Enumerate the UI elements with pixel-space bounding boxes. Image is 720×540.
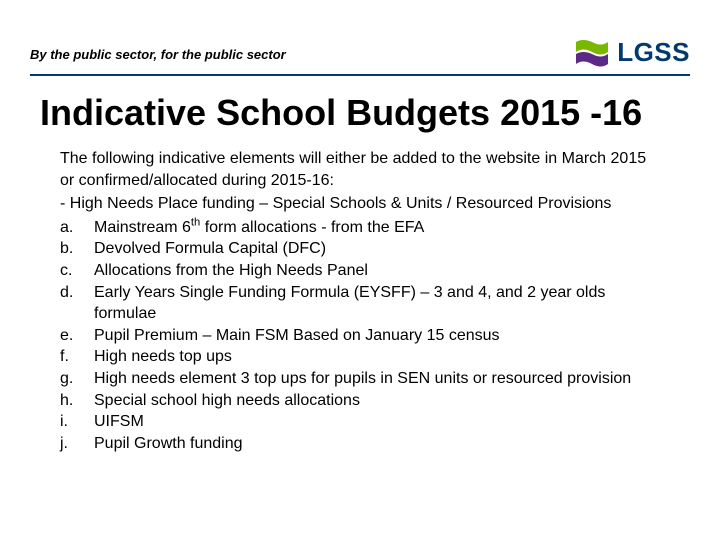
list-text: Pupil Growth funding [94,433,660,455]
list-text: High needs element 3 top ups for pupils … [94,368,660,390]
list-item: j. Pupil Growth funding [60,433,660,455]
dash-item: - High Needs Place funding – Special Sch… [60,193,660,215]
list-text: Early Years Single Funding Formula (EYSF… [94,282,660,325]
list-item: e. Pupil Premium – Main FSM Based on Jan… [60,325,660,347]
list-marker: d. [60,282,94,325]
list-marker: g. [60,368,94,390]
list-text: Allocations from the High Needs Panel [94,260,660,282]
list-item: b. Devolved Formula Capital (DFC) [60,238,660,260]
intro-text: The following indicative elements will e… [60,148,660,191]
list-marker: e. [60,325,94,347]
list-marker: h. [60,390,94,412]
page-title: Indicative School Budgets 2015 -16 [40,92,690,134]
logo: LGSS [573,37,690,68]
list-text: Pupil Premium – Main FSM Based on Januar… [94,325,660,347]
header: By the public sector, for the public sec… [30,18,690,68]
list-marker: j. [60,433,94,455]
list-item: h. Special school high needs allocations [60,390,660,412]
ordered-list: a. Mainstream 6th form allocations - fro… [60,217,660,455]
list-marker: b. [60,238,94,260]
logo-mark-icon [573,38,611,68]
body: The following indicative elements will e… [60,148,660,454]
slide: By the public sector, for the public sec… [0,0,720,540]
list-item: d. Early Years Single Funding Formula (E… [60,282,660,325]
header-divider [30,74,690,76]
logo-text: LGSS [617,37,690,68]
list-marker: a. [60,217,94,239]
list-item: f. High needs top ups [60,346,660,368]
list-item: c. Allocations from the High Needs Panel [60,260,660,282]
list-marker: i. [60,411,94,433]
list-text: Special school high needs allocations [94,390,660,412]
list-text: High needs top ups [94,346,660,368]
list-marker: c. [60,260,94,282]
list-item: a. Mainstream 6th form allocations - fro… [60,217,660,239]
tagline: By the public sector, for the public sec… [30,47,286,68]
list-text: Mainstream 6th form allocations - from t… [94,217,660,239]
list-text: Devolved Formula Capital (DFC) [94,238,660,260]
list-item: i. UIFSM [60,411,660,433]
list-marker: f. [60,346,94,368]
list-item: g. High needs element 3 top ups for pupi… [60,368,660,390]
list-text: UIFSM [94,411,660,433]
